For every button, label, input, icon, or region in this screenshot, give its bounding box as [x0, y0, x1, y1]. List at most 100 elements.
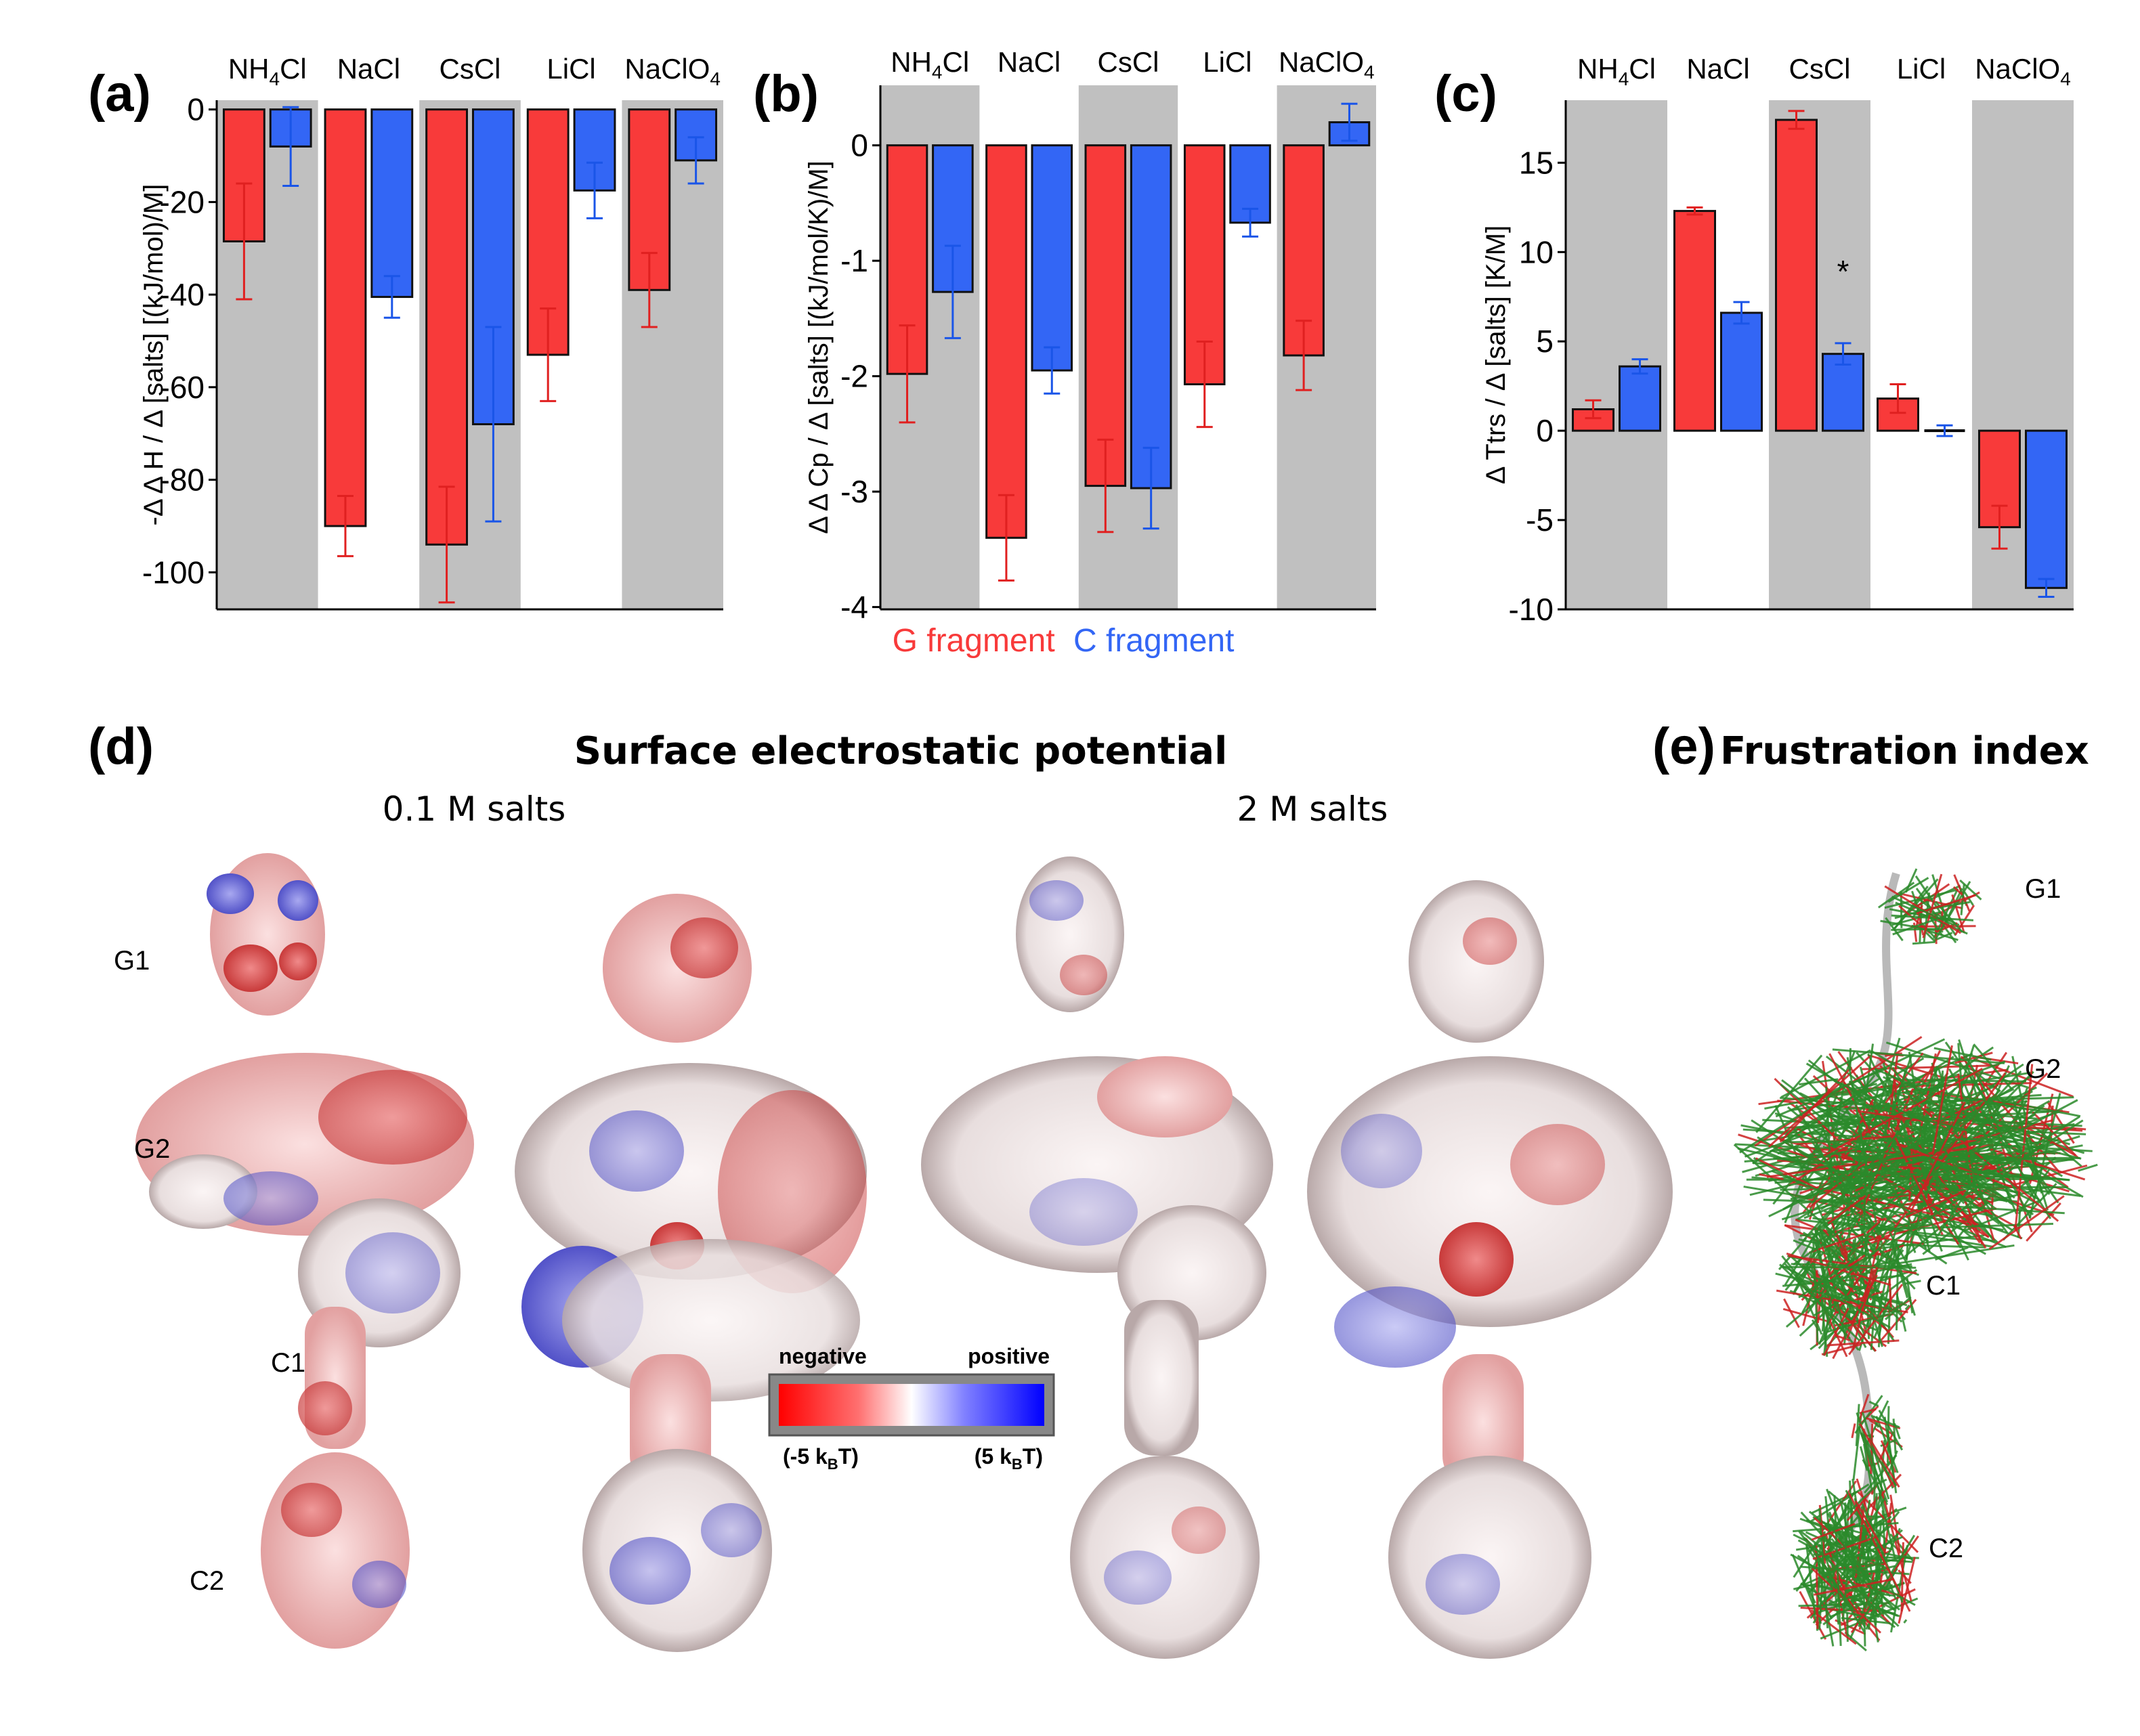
colorbar-max: (5 kBT) — [975, 1444, 1043, 1473]
y-tick-label: -60 — [160, 370, 205, 405]
condition-high-salt: 2 M salts — [1237, 789, 1388, 829]
y-axis-title: -Δ Δ H / Δ [salts] [(kJ/mol)/M] — [139, 184, 169, 526]
y-axis-title: Δ Ttrs / Δ [salts] [K/M] — [1481, 225, 1511, 484]
category-label-cscl: CsCl — [1789, 53, 1851, 85]
band-nh4cl — [1566, 100, 1667, 609]
legend-g-fragment: G fragment — [893, 623, 1055, 659]
contact-cluster — [1733, 1036, 2098, 1265]
bar-g-cscl — [1775, 118, 1818, 432]
y-tick-label: -1 — [840, 243, 868, 278]
error-bar — [1142, 446, 1159, 530]
bar-g-cscl — [425, 108, 469, 546]
bar-g-nacl — [324, 108, 367, 527]
error-bar — [899, 324, 916, 424]
condition-low-salt: 0.1 M salts — [383, 789, 566, 829]
error-bar — [998, 494, 1014, 582]
potential-colorbar: negative positive (-5 kBT) (5 kBT) — [768, 1344, 1055, 1473]
error-bar — [1585, 399, 1602, 420]
bar-c-cscl — [1130, 144, 1172, 490]
category-label-naclo4: NaClO4 — [624, 53, 721, 89]
frustration-network — [1733, 868, 2098, 1651]
contact-cluster — [1877, 868, 1982, 945]
error-bar — [1196, 340, 1213, 429]
label-g1-low: G1 — [114, 946, 150, 976]
category-label-cscl: CsCl — [1098, 46, 1159, 78]
error-bar — [337, 495, 354, 557]
category-label-nh4cl: NH4Cl — [891, 46, 969, 83]
error-bar — [1788, 110, 1805, 130]
label-g2-low: G2 — [134, 1134, 170, 1164]
label-c1-low: C1 — [271, 1348, 305, 1378]
chart-b-heat-capacity: 0 -1 -2 -3 -4 NH4Cl NaCl CsCl LiCl NaClO4 (b) Δ Δ C… — [753, 46, 1376, 625]
y-tick-label: -4 — [840, 590, 868, 625]
error-bar — [236, 182, 253, 301]
y-tick-label: -40 — [160, 277, 205, 312]
error-bar — [540, 307, 557, 402]
y-tick-label: 0 — [1536, 413, 1554, 448]
label-g2-frustration: G2 — [2025, 1054, 2061, 1084]
bar-c-nacl — [1720, 311, 1763, 432]
error-bar — [1733, 301, 1750, 325]
error-bar — [1889, 383, 1906, 414]
colorbar-positive-label: positive — [968, 1344, 1050, 1368]
bar-g-naclo4 — [1978, 429, 2021, 529]
label-c2-low: C2 — [190, 1566, 224, 1596]
label-c1-frustration: C1 — [1926, 1271, 1961, 1301]
contact-cluster — [1790, 1479, 1919, 1651]
y-tick-label: 0 — [851, 128, 868, 163]
y-tick-label: -80 — [160, 462, 205, 498]
category-label-licl: LiCl — [547, 53, 595, 85]
error-bar — [438, 485, 455, 604]
bar-c-nacl — [370, 108, 414, 299]
panel-letter: (b) — [753, 65, 819, 123]
error-bar — [2038, 578, 2055, 599]
surface-structure-low-salt-back — [515, 894, 867, 1652]
category-label-nh4cl: NH4Cl — [1577, 53, 1656, 89]
category-label-nacl: NaCl — [998, 46, 1061, 78]
category-label-nacl: NaCl — [337, 53, 400, 85]
error-bar — [1835, 342, 1852, 366]
colorbar-min: (-5 kBT) — [783, 1444, 859, 1473]
error-bar — [282, 106, 299, 187]
legend: G fragment C fragment — [893, 623, 1235, 659]
error-bar — [1991, 504, 2008, 550]
y-tick-label: -5 — [1526, 502, 1554, 538]
error-bar — [641, 252, 658, 328]
bar-c-nh4cl — [1619, 365, 1661, 432]
category-label-nh4cl: NH4Cl — [228, 53, 307, 89]
panel-letter: (a) — [88, 65, 151, 123]
bar-g-nacl — [985, 144, 1027, 539]
y-tick-label: 0 — [187, 92, 205, 127]
error-bar — [944, 244, 961, 339]
category-label-licl: LiCl — [1897, 53, 1946, 85]
y-tick-label: 10 — [1519, 234, 1554, 269]
panel-d-title: Surface electrostatic potential — [574, 729, 1228, 773]
panel-e-title: Frustration index — [1720, 729, 2089, 773]
error-bar — [1044, 346, 1061, 395]
category-label-cscl: CsCl — [440, 53, 501, 85]
y-tick-label: -20 — [160, 184, 205, 219]
label-g1-frustration: G1 — [2025, 874, 2061, 904]
panel-e-letter: (e) — [1652, 718, 1715, 775]
bar-c-naclo4 — [2025, 429, 2068, 589]
panel-d-letter: (d) — [88, 718, 154, 775]
error-bar — [1242, 207, 1259, 238]
surface-structure-high-salt-back — [1307, 880, 1673, 1659]
error-bar — [1296, 320, 1312, 391]
y-tick-label: 15 — [1519, 145, 1554, 180]
colorbar-negative-label: negative — [779, 1344, 867, 1368]
y-tick-label: -100 — [142, 555, 205, 590]
y-tick-label: -10 — [1509, 592, 1554, 627]
error-bar — [1341, 102, 1358, 142]
category-label-naclo4: NaClO4 — [1975, 53, 2071, 89]
bar-c-nacl — [1031, 144, 1073, 372]
error-bar — [1936, 424, 1953, 437]
contact-cluster — [1775, 1213, 1921, 1360]
category-label-nacl: NaCl — [1686, 53, 1749, 85]
surface-structure-low-salt-front — [135, 853, 474, 1649]
error-bar — [485, 326, 502, 523]
legend-c-fragment: C fragment — [1073, 623, 1234, 659]
y-tick-label: -2 — [840, 359, 868, 394]
error-bar — [1097, 438, 1114, 534]
